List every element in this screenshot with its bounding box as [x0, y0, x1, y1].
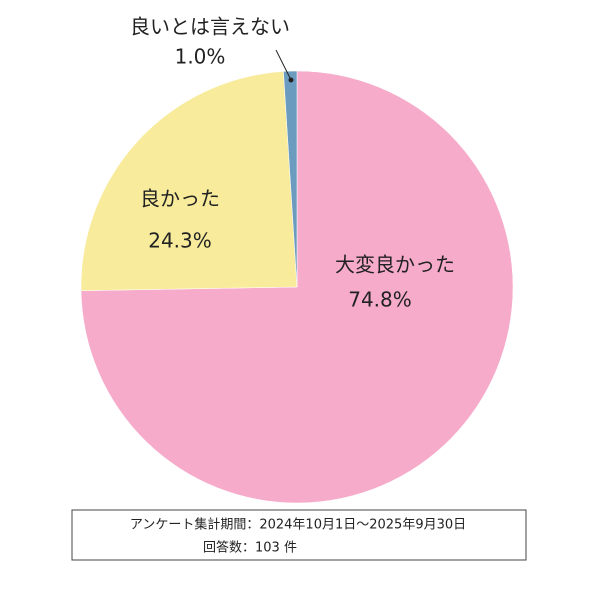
- pie-slice: [283, 70, 298, 288]
- leader-dot: [288, 77, 294, 83]
- pie: [80, 70, 514, 504]
- note: 回答数：103 件: [203, 540, 297, 556]
- leader-line: [275, 49, 292, 81]
- slice-value: 1.0%: [175, 45, 226, 69]
- note-box: [71, 509, 527, 561]
- slice-value: 24.3%: [148, 229, 212, 253]
- pie-slice: [80, 71, 298, 291]
- slice-label: 良かった: [140, 187, 220, 211]
- slice-label: 良いとは言えない: [130, 15, 290, 39]
- slice-value: 74.8%: [348, 288, 412, 312]
- slice-label: 大変良かった: [335, 253, 455, 277]
- note: アンケート集計期間：2024年10月1日～2025年9月30日: [130, 517, 466, 533]
